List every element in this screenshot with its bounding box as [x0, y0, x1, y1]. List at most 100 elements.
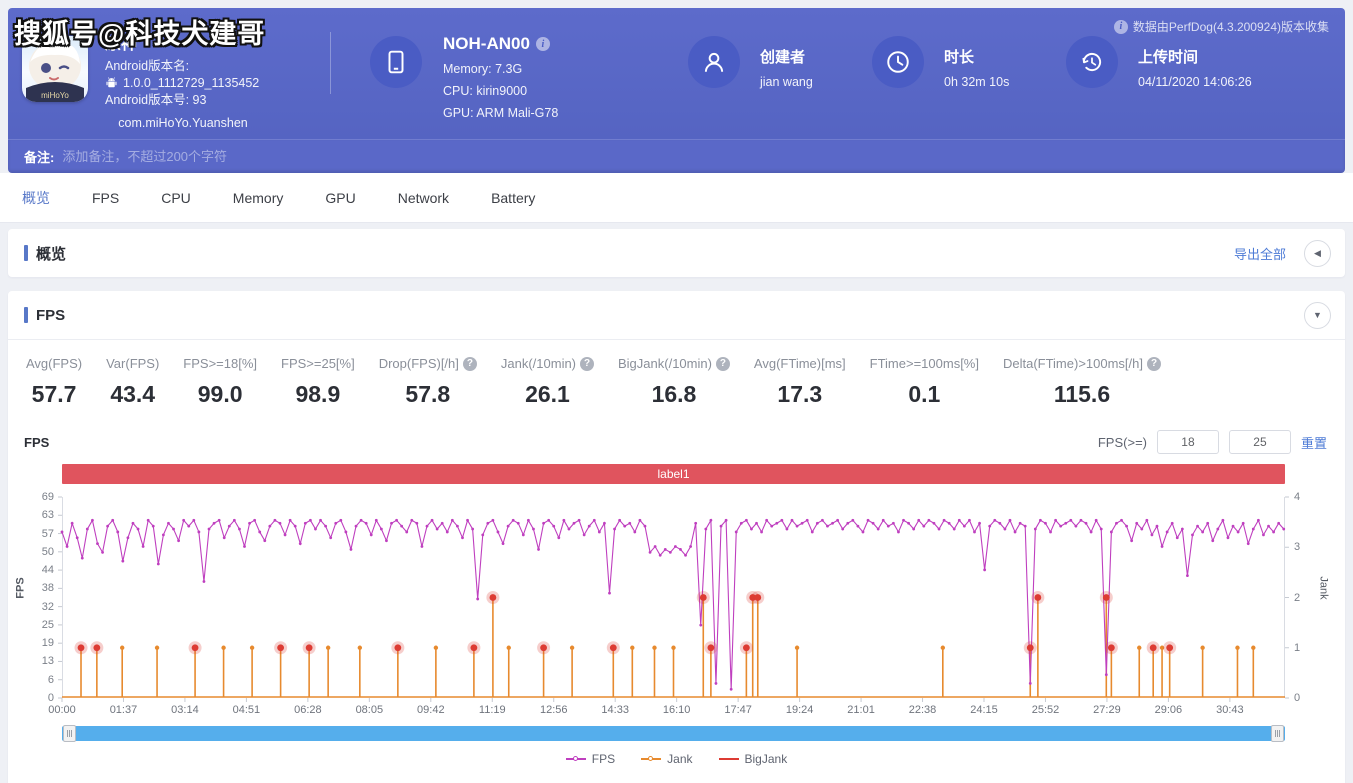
x-axis-tick: 00:00: [48, 704, 76, 716]
y-axis-tick-fps: 32: [41, 600, 54, 613]
export-all-link[interactable]: 导出全部: [1233, 246, 1286, 262]
y-axis-tick-fps: 63: [41, 509, 54, 522]
legend-swatch: [565, 755, 586, 761]
x-axis-tick: 29:06: [1154, 704, 1183, 716]
y-axis-tick-jank: 3: [1294, 541, 1301, 554]
y-axis-tick-jank: 2: [1294, 591, 1301, 604]
stat-label: Delta(FTime)>100ms[/h]: [1002, 356, 1143, 371]
help-icon[interactable]: ?: [715, 356, 730, 371]
device-memory: Memory: 7.3G: [443, 62, 523, 76]
reset-link[interactable]: 重置: [1300, 435, 1327, 451]
device-info-icon[interactable]: i: [535, 37, 550, 51]
divider: [8, 339, 1345, 340]
overview-card: 概览 导出全部 ◀: [8, 229, 1345, 277]
x-axis-tick: 03:14: [171, 704, 199, 716]
stat-label: FPS>=18[%]: [183, 356, 258, 371]
device-gpu: GPU: ARM Mali-G78: [443, 106, 559, 120]
help-icon[interactable]: ?: [462, 356, 477, 371]
device-icon-circle: [370, 36, 422, 88]
tab-cpu[interactable]: CPU: [161, 189, 191, 206]
stat-fps-25-: FPS>=25[%] 98.9: [281, 356, 355, 408]
legend-item-jank[interactable]: Jank: [641, 752, 693, 766]
y-axis-tick-fps: 44: [41, 564, 54, 577]
clock-icon: [887, 51, 909, 73]
stat-value: 0.1: [908, 381, 941, 407]
app-icon-brand: miHoYo: [41, 91, 69, 100]
stat-label: Avg(FTime)[ms]: [753, 356, 846, 371]
help-icon[interactable]: ?: [580, 356, 595, 371]
y-axis-tick-jank: 0: [1294, 692, 1301, 704]
y-axis-tick-jank: 1: [1294, 641, 1301, 654]
stat-var-fps-: Var(FPS) 43.4: [106, 356, 159, 408]
stat-jank-10min-: Jank(/10min)? 26.1: [500, 356, 595, 408]
y-axis-tick-fps: 19: [41, 637, 54, 650]
tab-network[interactable]: Network: [397, 189, 450, 206]
x-axis-tick: 30:43: [1216, 704, 1244, 716]
stat-value: 57.8: [405, 381, 451, 407]
source-note: i 数据由PerfDog(4.3.200924)版本收集: [1113, 18, 1329, 35]
stat-label: Jank(/10min): [500, 356, 577, 371]
help-icon[interactable]: ?: [1147, 356, 1161, 371]
legend-item-fps[interactable]: FPS: [565, 752, 615, 766]
y-axis-tick-fps: 57: [41, 527, 54, 540]
stat-avg-ftime-ms-: Avg(FTime)[ms] 17.3: [754, 356, 846, 408]
stat-bigjank-10min-: BigJank(/10min)? 16.8: [618, 356, 730, 408]
scrollbar-left-handle[interactable]: [63, 725, 76, 742]
collapse-left-button[interactable]: ◀: [1304, 239, 1331, 267]
paimon-avatar-graphic: miHoYo: [26, 42, 84, 102]
app-version-name-label: Android版本名:: [105, 59, 190, 73]
legend-label: BigJank: [744, 752, 788, 766]
collapse-down-button[interactable]: ▼: [1304, 301, 1331, 329]
stat-value: 57.7: [31, 381, 77, 407]
x-axis-tick: 21:01: [847, 704, 875, 716]
x-axis-tick: 09:42: [417, 704, 445, 716]
device-info-block: NOH-AN00 i Memory: 7.3G CPU: kirin9000 G…: [443, 34, 558, 122]
fps-max-input[interactable]: [1228, 430, 1291, 454]
x-axis-tick: 25:52: [1031, 704, 1060, 716]
fps-title: FPS: [36, 306, 66, 324]
stat-avg-fps-: Avg(FPS) 57.7: [26, 356, 82, 408]
x-axis-tick: 19:24: [785, 704, 814, 716]
upload-value: 04/11/2020 14:06:26: [1138, 75, 1252, 89]
legend-swatch: [641, 755, 662, 761]
chart-control-row: FPS FPS(>=) 重置: [24, 430, 1327, 454]
legend-item-bigjank[interactable]: BigJank: [718, 752, 788, 766]
header-divider: [330, 32, 331, 94]
stat-label: Avg(FPS): [26, 356, 83, 371]
note-input[interactable]: [62, 149, 623, 164]
x-axis-tick: 22:38: [908, 704, 937, 716]
phone-icon: [388, 50, 404, 74]
stat-value: 26.1: [525, 381, 570, 407]
chart-plot-area[interactable]: [58, 496, 1289, 702]
tab-gpu[interactable]: GPU: [325, 189, 356, 206]
stat-value: 43.4: [110, 381, 156, 407]
tab-memory[interactable]: Memory: [232, 189, 284, 206]
app-package-name: com.miHoYo.Yuanshen: [118, 116, 248, 130]
x-axis-tick: 04:51: [232, 704, 261, 716]
x-axis-tick: 08:05: [355, 704, 384, 716]
header-main: 搜狐号@科技犬建哥 miHoYo 原神 Android版本名:: [8, 8, 1345, 139]
creator-icon-circle: [688, 36, 740, 88]
stat-value: 16.8: [651, 381, 697, 407]
stat-delta-ftime-100ms-h-: Delta(FTime)>100ms[/h]? 115.6: [1003, 356, 1161, 408]
stat-label: Drop(FPS)[/h]: [378, 356, 459, 371]
y-axis-tick-fps: 69: [41, 491, 54, 503]
source-note-text: 数据由PerfDog(4.3.200924)版本收集: [1132, 20, 1329, 34]
tab-概览[interactable]: 概览: [22, 189, 50, 206]
chart-scrollbar[interactable]: [62, 725, 1285, 742]
stat-value: 98.9: [295, 381, 341, 407]
fps-min-input[interactable]: [1156, 430, 1219, 454]
stat-ftime-100ms-: FTime>=100ms[%] 0.1: [870, 356, 979, 408]
stat-value: 115.6: [1053, 381, 1111, 407]
history-icon: [1082, 52, 1102, 72]
x-axis-tick: 27:29: [1093, 704, 1121, 716]
tab-fps[interactable]: FPS: [92, 189, 120, 206]
tab-battery[interactable]: Battery: [491, 189, 536, 206]
android-icon: [106, 77, 117, 88]
scrollbar-right-handle[interactable]: [1271, 725, 1284, 742]
stat-label: FPS>=25[%]: [281, 356, 355, 371]
device-cpu: CPU: kirin9000: [443, 84, 528, 98]
duration-block: 时长 0h 32m 10s: [944, 46, 1009, 91]
duration-label: 时长: [944, 49, 975, 66]
chevron-left-icon: ◀: [1314, 247, 1321, 258]
